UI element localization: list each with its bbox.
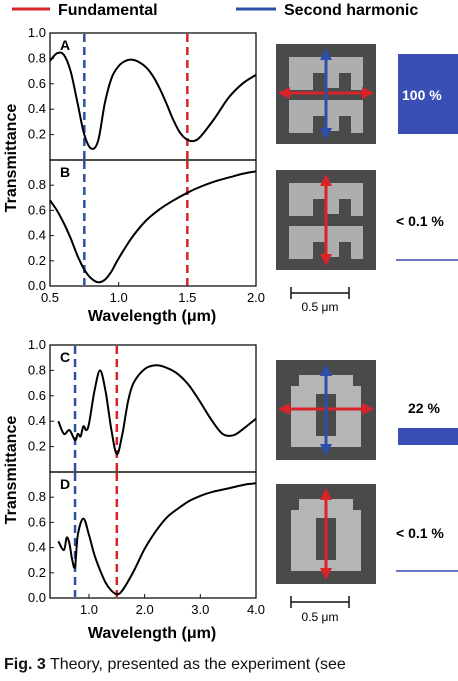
plot-panel-d: 0.0 0.2 0.4 0.6 0.8 1.0 2.0 3.0 4.0 D [28, 471, 265, 617]
x-tick-label-b: 1.0 [110, 290, 128, 305]
arrowhead-down-d [320, 568, 332, 580]
y-tick-label-a: 0.4 [28, 101, 46, 116]
arrowhead-up-a [320, 48, 332, 60]
arrowhead-right-c [362, 403, 374, 415]
plot-frame-c [49, 344, 257, 473]
y-axis-label-top: Transmittance [3, 104, 20, 213]
y-tick-label-c: 0.4 [28, 413, 46, 428]
plot-panel-c: 0.2 0.4 0.6 0.8 1.0 C [28, 337, 257, 473]
arrowhead-up-b [320, 174, 332, 186]
schematic-panel-d [276, 484, 376, 584]
panel-letter-b: B [60, 164, 70, 180]
panel-letter-c: C [60, 349, 70, 365]
resonator-d [291, 499, 361, 571]
scale-bar-top: 0.5 μm [290, 287, 350, 314]
x-tick-label-d: 4.0 [247, 602, 265, 617]
x-tick-label-d: 2.0 [136, 602, 154, 617]
arrowhead-up-c [320, 364, 332, 376]
legend-label-fundamental: Fundamental [58, 2, 158, 19]
x-tick-label-d: 1.0 [80, 602, 98, 617]
arrowhead-left-a [278, 87, 290, 99]
panel-letter-d: D [60, 476, 70, 492]
percent-label-b: < 0.1 % [396, 213, 444, 229]
arrowhead-down-a [320, 128, 332, 140]
y-tick-label-b: 0.0 [28, 278, 46, 293]
arrowhead-right-a [362, 87, 374, 99]
scale-bar-label-top: 0.5 μm [302, 300, 339, 314]
transmittance-curve-d [57, 482, 257, 596]
plot-frame-b [49, 159, 257, 287]
x-tick-label-d: 3.0 [191, 602, 209, 617]
percent-label-d: < 0.1 % [396, 525, 444, 541]
y-tick-label-c: 0.6 [28, 388, 46, 403]
y-tick-label-d: 0.0 [28, 590, 46, 605]
transmittance-curve-a [49, 51, 257, 150]
legend-label-second-harmonic: Second harmonic [284, 2, 418, 19]
panel-letter-a: A [60, 37, 70, 53]
transmittance-curve-c [57, 364, 257, 456]
percent-label-a: 100 % [402, 87, 442, 103]
y-tick-label-d: 0.2 [28, 565, 46, 580]
scale-bar-bottom: 0.5 μm [290, 596, 350, 624]
arrowhead-down-c [320, 444, 332, 456]
y-tick-label-c: 0.2 [28, 439, 46, 454]
percent-label-c: 22 % [408, 400, 440, 416]
y-tick-label-d: 0.6 [28, 514, 46, 529]
y-tick-label-a: 0.2 [28, 127, 46, 142]
plot-frame-a [49, 32, 257, 161]
x-tick-label-b: 2.0 [247, 290, 265, 305]
figure-caption: Fig. 3 Theory, presented as the experime… [4, 656, 458, 674]
intensity-bar-a [398, 54, 458, 134]
schematic-panel-a [276, 44, 376, 144]
y-tick-label-b: 0.8 [28, 177, 46, 192]
y-tick-label-a: 0.8 [28, 50, 46, 65]
y-tick-label-b: 0.2 [28, 253, 46, 268]
plot-frame-d [49, 471, 257, 599]
schematic-panel-c [276, 360, 376, 460]
plot-panel-b: 0.0 0.2 0.4 0.6 0.8 0.5 1.0 1.5 2.0 B [28, 159, 265, 305]
y-tick-label-a: 0.6 [28, 76, 46, 91]
schematic-panel-b [276, 170, 376, 270]
y-tick-label-d: 0.8 [28, 489, 46, 504]
x-tick-label-b: 1.5 [178, 290, 196, 305]
intensity-bar-c [398, 428, 458, 445]
arrowhead-down-b [320, 254, 332, 266]
arrowhead-left-c [278, 403, 290, 415]
x-axis-label-top: Wavelength (μm) [88, 308, 216, 325]
x-tick-label-b: 0.5 [41, 290, 59, 305]
y-tick-label-b: 0.4 [28, 228, 46, 243]
y-axis-label-bottom: Transmittance [3, 416, 20, 525]
x-axis-label-bottom: Wavelength (μm) [88, 625, 216, 642]
plot-panel-a: 0.2 0.4 0.6 0.8 1.0 A [28, 25, 257, 161]
y-tick-label-a: 1.0 [28, 25, 46, 40]
y-tick-label-c: 1.0 [28, 337, 46, 352]
transmittance-curve-b [49, 170, 257, 284]
scale-bar-label-bottom: 0.5 μm [302, 610, 339, 624]
caption-text: Theory, presented as the experiment (see [45, 656, 346, 673]
legend: Fundamental Second harmonic [12, 2, 418, 19]
y-tick-label-c: 0.8 [28, 362, 46, 377]
caption-label: Fig. 3 [4, 656, 46, 673]
resonator-c [291, 375, 361, 447]
y-tick-label-b: 0.6 [28, 202, 46, 217]
arrowhead-up-d [320, 488, 332, 500]
y-tick-label-d: 0.4 [28, 540, 46, 555]
